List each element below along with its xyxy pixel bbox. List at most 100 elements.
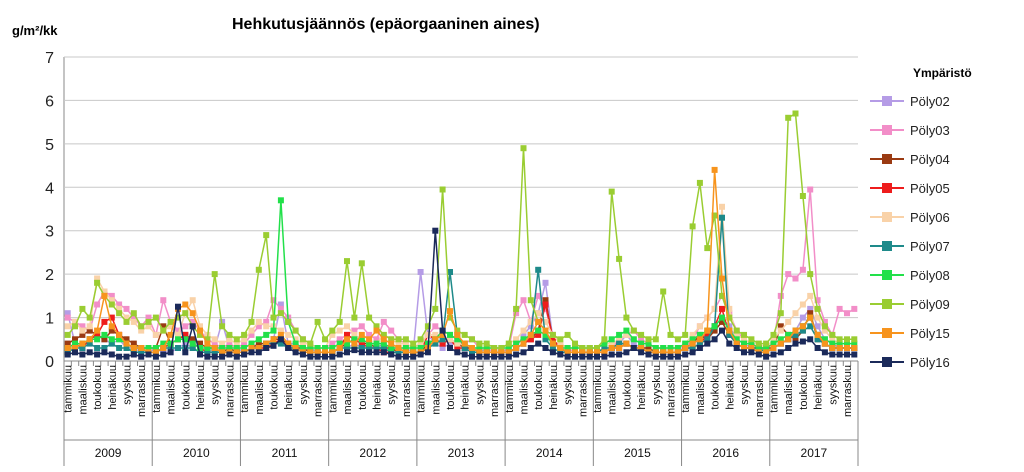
month-label: maaliskuu (519, 365, 531, 415)
data-point (285, 331, 292, 338)
data-point (380, 345, 387, 351)
data-point (182, 336, 189, 343)
data-point (219, 349, 226, 356)
data-point (799, 266, 806, 273)
data-point (792, 327, 799, 334)
data-point (64, 351, 71, 358)
data-point (763, 349, 770, 356)
data-point (807, 186, 814, 193)
data-point (564, 331, 571, 338)
data-point (123, 318, 130, 325)
data-point (336, 336, 343, 343)
y-tick-label: 7 (45, 50, 54, 67)
data-point (233, 340, 240, 347)
month-label: marraskuu (489, 365, 501, 417)
data-point (189, 318, 196, 325)
data-point (263, 232, 270, 239)
data-point (520, 349, 527, 356)
legend-marker (882, 357, 892, 367)
data-point (696, 179, 703, 186)
data-point (366, 349, 373, 356)
data-point (182, 331, 189, 338)
data-point (366, 340, 373, 347)
data-point (520, 327, 527, 334)
data-point (704, 245, 711, 252)
data-point (829, 336, 836, 343)
data-point (255, 266, 262, 273)
data-point (116, 336, 123, 343)
data-point (358, 349, 365, 356)
data-point (726, 305, 733, 312)
data-point (608, 340, 615, 347)
legend-item: Pöly03 (870, 123, 950, 138)
data-point (586, 349, 593, 356)
month-label: syyskuu (122, 365, 134, 405)
data-point (535, 331, 542, 338)
data-point (101, 349, 108, 356)
data-point (667, 353, 674, 360)
data-point (322, 336, 328, 343)
month-label: toukokuu (357, 365, 369, 410)
legend-label: Pöly03 (910, 123, 950, 138)
data-point (439, 336, 446, 343)
month-label: tammikuu (416, 365, 428, 413)
data-point (719, 327, 725, 334)
data-point (689, 340, 696, 347)
data-point (557, 351, 564, 358)
data-point (616, 255, 623, 262)
data-point (616, 340, 623, 347)
month-label: syyskuu (651, 365, 663, 405)
legend-label: Pöly04 (910, 152, 950, 167)
legend-label: Pöly07 (910, 239, 950, 254)
data-point (461, 345, 468, 351)
data-point (439, 331, 446, 338)
data-point (623, 349, 630, 356)
data-point (799, 327, 806, 334)
month-label: marraskuu (313, 365, 325, 417)
data-point (513, 340, 520, 347)
data-point (674, 345, 681, 351)
month-label: toukokuu (92, 365, 104, 410)
data-point (564, 349, 571, 356)
month-label: maaliskuu (783, 365, 795, 415)
data-point (373, 340, 380, 347)
data-point (248, 318, 255, 325)
data-point (785, 345, 792, 351)
data-point (807, 271, 814, 278)
data-point (204, 345, 211, 351)
data-point (594, 353, 600, 360)
data-point (72, 349, 78, 356)
data-point (204, 353, 211, 360)
data-point (711, 166, 718, 173)
data-point (748, 349, 755, 356)
data-point (623, 327, 630, 334)
data-point (322, 349, 328, 356)
month-label: marraskuu (754, 365, 766, 417)
data-point (851, 345, 858, 351)
data-point (373, 349, 380, 356)
data-point (108, 340, 115, 347)
data-point (549, 340, 556, 347)
y-axis-unit: g/m²/kk (12, 23, 58, 38)
year-label: 2013 (448, 446, 475, 460)
data-point (189, 323, 196, 330)
data-point (638, 345, 645, 351)
data-point (402, 353, 409, 360)
month-label: maaliskuu (607, 365, 619, 415)
data-point (814, 314, 821, 321)
data-point (557, 345, 564, 351)
data-point (388, 340, 395, 347)
data-point (755, 340, 762, 347)
data-point (733, 336, 740, 343)
month-label: maaliskuu (430, 365, 442, 415)
data-point (491, 349, 498, 356)
data-point (601, 345, 608, 351)
month-label: heinäkuu (283, 365, 295, 410)
data-point (733, 327, 740, 334)
data-point (660, 353, 667, 360)
data-point (329, 345, 336, 351)
data-point (799, 314, 806, 321)
data-point (535, 327, 542, 334)
data-point (645, 336, 652, 343)
